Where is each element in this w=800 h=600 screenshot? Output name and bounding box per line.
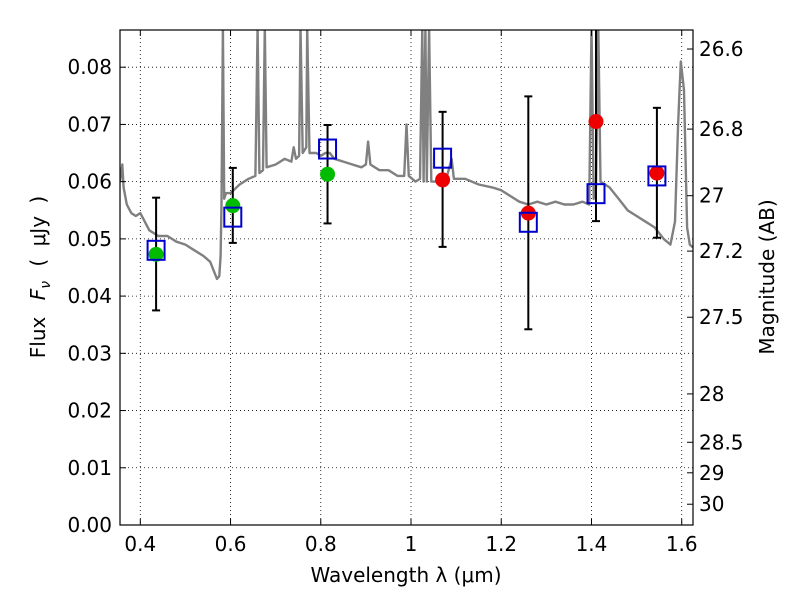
grid-lines xyxy=(120,30,693,526)
y-tick-label: 0.04 xyxy=(67,284,112,308)
model-flux-square xyxy=(586,183,606,205)
magnitude-tick-label: 27.2 xyxy=(699,239,744,263)
photometry-points xyxy=(146,30,667,331)
magnitude-tick-label: 29 xyxy=(699,461,724,485)
magnitude-tick-label: 30 xyxy=(699,492,724,516)
x-tick-label: 1.6 xyxy=(666,532,698,556)
y-tick-label: 0.06 xyxy=(67,170,112,194)
x-tick-label: 1.4 xyxy=(576,532,608,556)
y-tick-label: 0.00 xyxy=(67,513,112,537)
y-axis-label-symbol: F xyxy=(26,288,50,300)
observed-flux-point xyxy=(320,166,336,182)
observed-flux-point xyxy=(435,172,451,188)
magnitude-axis-ticks: 26.6 26.8 27 27.2 27.5 28 28.5 29 30 xyxy=(687,37,744,516)
magnitude-tick-label: 27.5 xyxy=(699,305,744,329)
y-tick-label: 0.08 xyxy=(67,55,112,79)
magnitude-axis-label: Magnitude (AB) xyxy=(755,199,779,354)
model-flux-square xyxy=(318,138,338,160)
y-axis-label-paren-open: ( xyxy=(26,259,50,267)
observed-flux-point xyxy=(225,198,241,214)
model-spectrum-line xyxy=(120,30,693,281)
magnitude-tick-label: 27 xyxy=(699,184,724,208)
x-tick-label: 1 xyxy=(405,532,418,556)
y-axis-label-word: Flux xyxy=(26,316,50,358)
observed-flux-point xyxy=(148,246,164,262)
plot-frame xyxy=(119,29,694,526)
x-axis-ticks: 0.4 0.6 0.8 1 1.2 1.4 1.6 xyxy=(124,30,698,556)
y-axis-label-subscript: ν xyxy=(38,281,54,289)
x-tick-label: 0.8 xyxy=(305,532,337,556)
magnitude-tick-label: 26.6 xyxy=(699,37,744,61)
model-flux-square xyxy=(223,206,243,228)
x-tick-label: 0.4 xyxy=(124,532,156,556)
magnitude-tick-label: 28.5 xyxy=(699,430,744,454)
y-tick-label: 0.01 xyxy=(67,456,112,480)
y-tick-label: 0.07 xyxy=(67,112,112,136)
y-tick-label: 0.05 xyxy=(67,227,112,251)
y-axis-ticks: 0.00 0.01 0.02 0.03 0.04 0.05 0.06 0.07 0.08 xyxy=(67,55,126,537)
x-tick-label: 0.6 xyxy=(215,532,247,556)
y-tick-label: 0.03 xyxy=(67,341,112,365)
plot-background xyxy=(120,30,693,525)
model-flux-square xyxy=(433,147,453,169)
observed-flux-point xyxy=(588,114,604,130)
model-flux-square xyxy=(647,165,667,187)
observed-flux-point xyxy=(649,165,665,181)
magnitude-tick-label: 28 xyxy=(699,382,724,406)
model-flux-square xyxy=(518,211,538,233)
y-axis-label-unit: μJy xyxy=(26,216,50,247)
x-axis-label: Wavelength λ (μm) xyxy=(310,563,501,587)
y-axis-label: Flux Fν ( μJy ) xyxy=(26,196,55,358)
model-flux-square xyxy=(146,239,166,261)
x-tick-label: 1.2 xyxy=(485,532,517,556)
y-tick-label: 0.02 xyxy=(67,399,112,423)
magnitude-tick-label: 26.8 xyxy=(699,117,744,141)
model-spectrum xyxy=(120,30,693,281)
y-axis-label-paren-close: ) xyxy=(26,196,50,204)
